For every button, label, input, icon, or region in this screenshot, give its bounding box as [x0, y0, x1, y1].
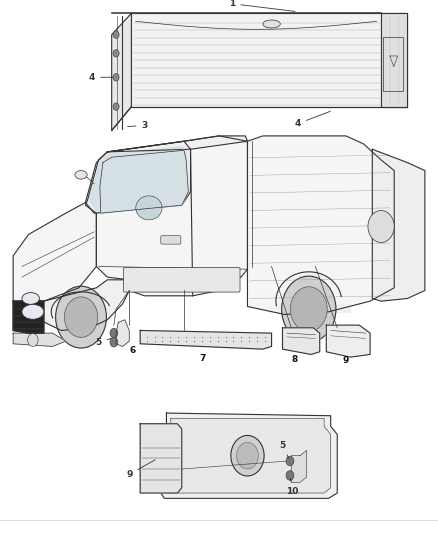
Polygon shape: [85, 141, 191, 213]
Polygon shape: [131, 13, 407, 107]
Polygon shape: [96, 5, 429, 131]
Text: 1: 1: [229, 0, 295, 11]
Circle shape: [237, 442, 258, 469]
Polygon shape: [22, 280, 129, 330]
Circle shape: [113, 103, 119, 110]
Ellipse shape: [136, 196, 162, 220]
Polygon shape: [100, 150, 188, 213]
Circle shape: [113, 31, 119, 38]
Polygon shape: [381, 13, 407, 107]
Circle shape: [113, 50, 119, 57]
Polygon shape: [90, 147, 186, 211]
Polygon shape: [372, 149, 425, 301]
Polygon shape: [13, 203, 96, 301]
Circle shape: [56, 286, 106, 348]
Text: 4: 4: [295, 111, 330, 128]
Text: 6: 6: [129, 346, 135, 354]
Polygon shape: [13, 333, 66, 346]
Ellipse shape: [75, 171, 87, 179]
Text: 5: 5: [279, 441, 289, 458]
Polygon shape: [140, 424, 182, 493]
Ellipse shape: [22, 304, 44, 319]
Circle shape: [368, 211, 394, 243]
Ellipse shape: [263, 20, 280, 28]
Polygon shape: [390, 56, 398, 67]
Polygon shape: [247, 136, 394, 314]
Circle shape: [286, 456, 294, 466]
Text: 9: 9: [343, 357, 350, 365]
Polygon shape: [107, 136, 247, 152]
Text: 9: 9: [126, 460, 155, 479]
Circle shape: [110, 337, 118, 347]
Text: 4: 4: [89, 73, 113, 82]
FancyBboxPatch shape: [161, 236, 181, 244]
Circle shape: [290, 287, 327, 332]
Polygon shape: [164, 418, 331, 493]
Polygon shape: [85, 136, 247, 296]
Ellipse shape: [22, 293, 39, 304]
Polygon shape: [276, 304, 350, 312]
Text: 10: 10: [286, 478, 299, 496]
Bar: [383, 37, 403, 91]
Text: 8: 8: [291, 355, 297, 364]
Text: 7: 7: [199, 354, 206, 362]
Circle shape: [64, 297, 98, 337]
Polygon shape: [140, 330, 272, 349]
Polygon shape: [326, 325, 370, 357]
Circle shape: [282, 276, 336, 342]
Polygon shape: [13, 301, 44, 333]
Polygon shape: [112, 13, 131, 131]
Text: 5: 5: [95, 338, 111, 347]
Circle shape: [110, 328, 118, 338]
Circle shape: [113, 74, 119, 81]
Text: 3: 3: [127, 121, 148, 130]
Polygon shape: [116, 320, 129, 346]
Polygon shape: [158, 413, 337, 498]
Polygon shape: [283, 328, 320, 354]
Polygon shape: [291, 450, 307, 482]
Circle shape: [231, 435, 264, 476]
Circle shape: [28, 334, 38, 346]
FancyBboxPatch shape: [124, 268, 240, 292]
Circle shape: [286, 471, 294, 480]
